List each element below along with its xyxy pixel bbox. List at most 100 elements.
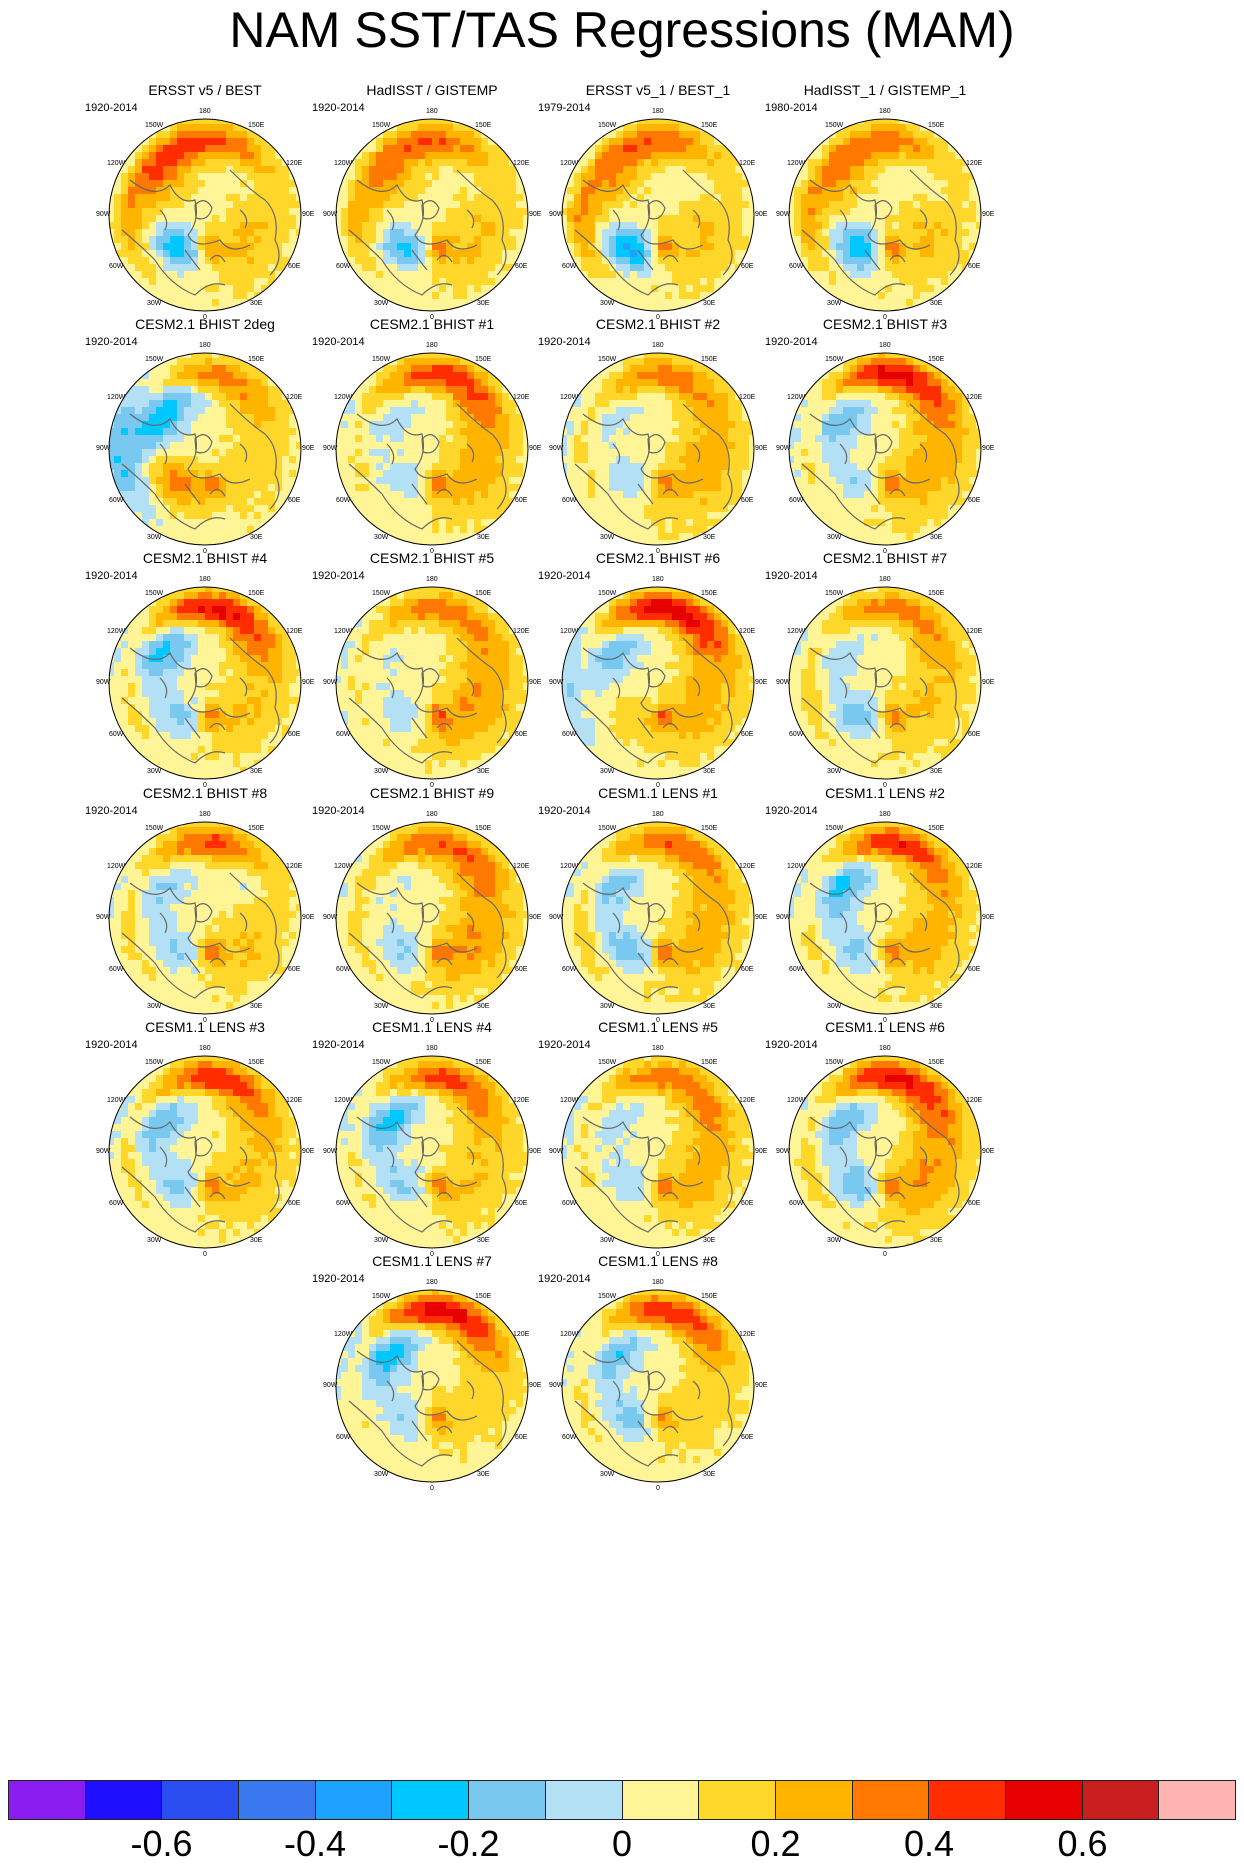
longitude-label: 150E	[475, 825, 491, 833]
colorbar-swatch	[86, 1781, 163, 1819]
longitude-label: 120W	[107, 1097, 125, 1105]
longitude-label: 120W	[560, 1331, 578, 1339]
colorbar-swatch	[1006, 1781, 1083, 1819]
longitude-label: 120E	[739, 394, 755, 402]
longitude-label: 60E	[288, 731, 300, 739]
longitude-label: 120W	[787, 160, 805, 168]
longitude-label: 150W	[372, 122, 390, 130]
longitude-label: 60W	[336, 966, 350, 974]
longitude-label: 180	[652, 811, 664, 819]
longitude-label: 0	[430, 1485, 434, 1493]
longitude-label: 120E	[739, 1097, 755, 1105]
colorbar-tick-label: -0.6	[130, 1824, 192, 1864]
longitude-label: 120E	[286, 394, 302, 402]
longitude-label: 120E	[286, 160, 302, 168]
longitude-label: 60E	[288, 263, 300, 271]
longitude-label: 60E	[288, 966, 300, 974]
panel-title: CESM2.1 BHIST #3	[760, 316, 1010, 332]
colorbar-swatch	[316, 1781, 393, 1819]
longitude-label: 150W	[825, 825, 843, 833]
colorbar-tick-label: 0.4	[904, 1824, 954, 1864]
longitude-label: 30E	[477, 1237, 489, 1245]
colorbar	[8, 1780, 1236, 1820]
colorbar-tick-label: 0	[612, 1824, 632, 1864]
longitude-label: 120W	[787, 863, 805, 871]
longitude-label: 60E	[288, 1200, 300, 1208]
longitude-label: 60W	[562, 966, 576, 974]
longitude-label: 90W	[323, 1148, 337, 1156]
longitude-label: 150E	[701, 590, 717, 598]
colorbar-tick-label: 0.2	[750, 1824, 800, 1864]
longitude-label: 150W	[598, 825, 616, 833]
polar-map	[327, 1047, 537, 1257]
panel-title: CESM2.1 BHIST #4	[80, 550, 330, 566]
longitude-label: 0	[883, 1251, 887, 1259]
longitude-label: 150E	[701, 1059, 717, 1067]
longitude-label: 150E	[701, 825, 717, 833]
colorbar-swatch	[392, 1781, 469, 1819]
polar-map	[100, 110, 310, 320]
longitude-label: 120E	[513, 628, 529, 636]
longitude-label: 30E	[477, 768, 489, 776]
panel-title: ERSST v5_1 / BEST_1	[533, 82, 783, 98]
longitude-label: 150E	[475, 1059, 491, 1067]
longitude-label: 180	[652, 1045, 664, 1053]
longitude-label: 90W	[323, 445, 337, 453]
longitude-label: 0	[203, 1251, 207, 1259]
longitude-label: 150E	[475, 1293, 491, 1301]
longitude-label: 120E	[739, 863, 755, 871]
panel-title: CESM1.1 LENS #3	[80, 1019, 330, 1035]
polar-map	[553, 578, 763, 788]
longitude-label: 150W	[825, 122, 843, 130]
longitude-label: 120E	[513, 394, 529, 402]
panel-title: CESM2.1 BHIST #9	[307, 785, 557, 801]
panel-title: CESM2.1 BHIST #1	[307, 316, 557, 332]
longitude-label: 30E	[250, 534, 262, 542]
longitude-label: 60W	[562, 497, 576, 505]
longitude-label: 60E	[515, 263, 527, 271]
longitude-label: 30W	[827, 768, 841, 776]
longitude-label: 150W	[372, 825, 390, 833]
longitude-label: 30W	[147, 1237, 161, 1245]
longitude-label: 120E	[513, 1097, 529, 1105]
panel-title: CESM1.1 LENS #5	[533, 1019, 783, 1035]
longitude-label: 150W	[825, 1059, 843, 1067]
panel-title: CESM2.1 BHIST 2deg	[80, 316, 330, 332]
colorbar-swatch	[469, 1781, 546, 1819]
longitude-label: 150W	[372, 356, 390, 364]
polar-map	[780, 813, 990, 1023]
longitude-label: 30W	[147, 300, 161, 308]
longitude-label: 90W	[549, 211, 563, 219]
longitude-label: 30E	[250, 768, 262, 776]
longitude-label: 120W	[107, 160, 125, 168]
longitude-label: 90W	[323, 1382, 337, 1390]
polar-map	[780, 344, 990, 554]
polar-map	[553, 344, 763, 554]
longitude-label: 90E	[982, 679, 994, 687]
longitude-label: 150E	[701, 1293, 717, 1301]
longitude-label: 60W	[562, 263, 576, 271]
longitude-label: 30W	[600, 1471, 614, 1479]
longitude-label: 90W	[323, 211, 337, 219]
longitude-label: 150E	[701, 122, 717, 130]
longitude-label: 150W	[825, 590, 843, 598]
longitude-label: 150W	[145, 122, 163, 130]
longitude-label: 60W	[109, 1200, 123, 1208]
longitude-label: 90W	[776, 445, 790, 453]
colorbar-swatch	[9, 1781, 86, 1819]
longitude-label: 30W	[374, 1003, 388, 1011]
longitude-label: 120W	[334, 1331, 352, 1339]
longitude-label: 90E	[982, 914, 994, 922]
longitude-label: 150E	[475, 122, 491, 130]
